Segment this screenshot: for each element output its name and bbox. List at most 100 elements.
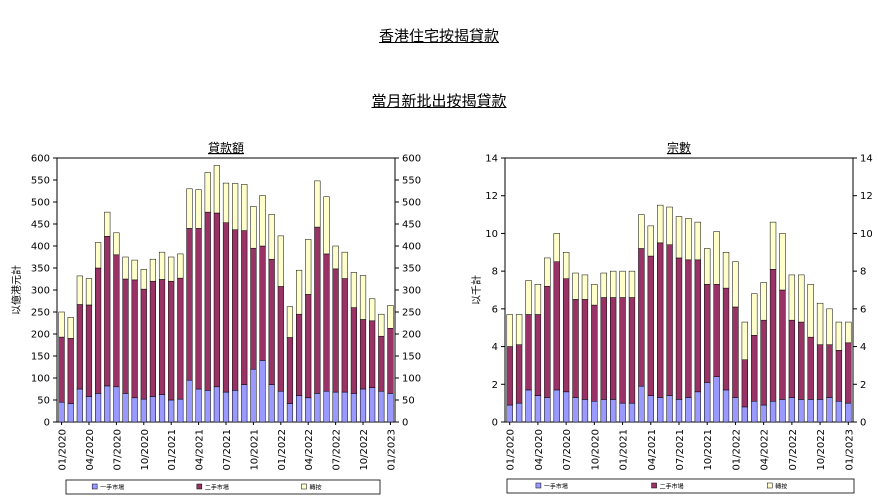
legend-swatch <box>535 482 542 489</box>
bar-segment-second-hand <box>222 222 230 393</box>
y-tick-label-left: 400 <box>31 242 50 253</box>
bar-segment-refinance <box>826 308 833 345</box>
bar-segment-first-hand <box>638 385 645 423</box>
bar-segment-first-hand <box>177 398 184 423</box>
bar-segment-refinance <box>609 270 617 298</box>
bar-segment-refinance <box>562 252 570 279</box>
y-tick-label-right: 500 <box>402 198 421 209</box>
bar-segment-refinance <box>314 180 321 228</box>
bar-segment-second-hand <box>600 297 607 400</box>
bar-segment-second-hand <box>58 336 65 403</box>
y-tick-label-right: 100 <box>402 374 421 385</box>
bar-segment-refinance <box>741 321 749 361</box>
bar-segment-second-hand <box>732 306 739 398</box>
bar-segment-first-hand <box>113 386 120 423</box>
legend-swatch <box>767 482 773 489</box>
bar-segment-second-hand <box>140 288 147 400</box>
bar-segment-first-hand <box>131 397 138 423</box>
bar-segment-first-hand <box>732 397 739 423</box>
bar-segment-first-hand <box>222 391 230 423</box>
bar-segment-first-hand <box>232 390 239 423</box>
bar-segment-first-hand <box>628 402 636 423</box>
legend-box <box>65 479 381 495</box>
y-tick-label-right: 14 <box>860 154 873 165</box>
bar-segment-first-hand <box>544 397 551 423</box>
bar-segment-second-hand <box>675 257 683 400</box>
bar-segment-second-hand <box>534 314 542 396</box>
y-tick-label-right: 2 <box>860 380 866 391</box>
x-tick-label: 01/2022 <box>731 429 742 471</box>
bar-segment-refinance <box>722 252 730 289</box>
bar-segment-first-hand <box>581 399 589 423</box>
bar-segment-second-hand <box>741 359 749 408</box>
bar-segment-first-hand <box>241 384 248 423</box>
bar-segment-first-hand <box>76 388 83 423</box>
y-tick-label-right: 600 <box>402 154 421 165</box>
x-tick-label: 01/2022 <box>277 429 288 471</box>
bar-segment-second-hand <box>122 278 129 394</box>
page-subtitle: 當月新批出按揭貸款 <box>371 92 507 110</box>
bar-segment-first-hand <box>666 395 673 423</box>
bar-segment-first-hand <box>609 399 617 423</box>
bar-segment-second-hand <box>295 313 303 396</box>
bar-segment-refinance <box>835 321 843 351</box>
bar-segment-first-hand <box>168 399 175 423</box>
y-tick-label-left: 50 <box>37 396 50 407</box>
bar-segment-refinance <box>600 272 607 298</box>
x-tick-label: 04/2022 <box>760 429 771 471</box>
bar-segment-first-hand <box>553 389 560 423</box>
bar-segment-second-hand <box>85 304 93 397</box>
y-tick-label-right: 0 <box>402 418 408 429</box>
y-tick-label-right: 150 <box>402 352 421 363</box>
bar-segment-refinance <box>534 284 542 315</box>
bar-segment-first-hand <box>657 397 664 423</box>
y-tick-label-left: 600 <box>31 154 50 165</box>
legend-swatch <box>91 483 98 490</box>
bar-segment-second-hand <box>722 287 730 391</box>
bar-segment-second-hand <box>314 226 321 394</box>
bar-segment-second-hand <box>158 279 166 395</box>
x-tick-label: 10/2022 <box>359 429 370 471</box>
bar-segment-second-hand <box>628 297 636 404</box>
y-tick-label-right: 250 <box>402 308 421 319</box>
bar-segment-refinance <box>704 248 711 285</box>
bar-segment-second-hand <box>305 294 312 399</box>
bar-segment-first-hand <box>685 397 692 423</box>
legend-label: 轉按 <box>310 484 322 492</box>
bar-segment-first-hand <box>204 390 211 423</box>
bar-segment-first-hand <box>779 399 786 423</box>
bar-segment-refinance <box>816 302 824 345</box>
bar-segment-refinance <box>350 272 357 308</box>
bar-segment-refinance <box>186 188 193 229</box>
bar-segment-first-hand <box>67 403 74 423</box>
bar-segment-refinance <box>95 242 102 269</box>
bar-segment-refinance <box>341 251 348 279</box>
bar-segment-refinance <box>572 272 579 300</box>
bar-segment-refinance <box>295 269 303 315</box>
bar-segment-first-hand <box>305 397 312 423</box>
bar-segment-refinance <box>675 216 683 259</box>
x-tick-label: 10/2022 <box>816 429 827 471</box>
bar-segment-refinance <box>544 257 551 287</box>
y-tick-label-left: 10 <box>485 229 498 240</box>
bar-segment-second-hand <box>826 344 833 398</box>
y-tick-label-right: 0 <box>860 418 866 429</box>
y-tick-label-right: 8 <box>860 267 866 278</box>
bar-segment-first-hand <box>835 401 843 423</box>
x-tick-label: 10/2021 <box>703 429 714 471</box>
bar-segment-second-hand <box>694 259 701 393</box>
y-tick-label-left: 150 <box>31 352 50 363</box>
bar-segment-second-hand <box>378 335 385 392</box>
bar-segment-second-hand <box>515 344 523 404</box>
bar-segment-refinance <box>694 221 701 261</box>
bar-segment-refinance <box>332 245 339 270</box>
bar-segment-refinance <box>732 261 739 308</box>
y-tick-label-right: 400 <box>402 242 421 253</box>
y-tick-label-left: 2 <box>492 380 498 391</box>
bar-segment-first-hand <box>58 401 65 423</box>
y-tick-label-left: 500 <box>31 198 50 209</box>
bar-segment-first-hand <box>295 395 303 423</box>
x-tick-label: 07/2020 <box>562 429 573 471</box>
x-tick-label: 10/2021 <box>249 429 260 471</box>
bar-segment-second-hand <box>204 211 211 391</box>
